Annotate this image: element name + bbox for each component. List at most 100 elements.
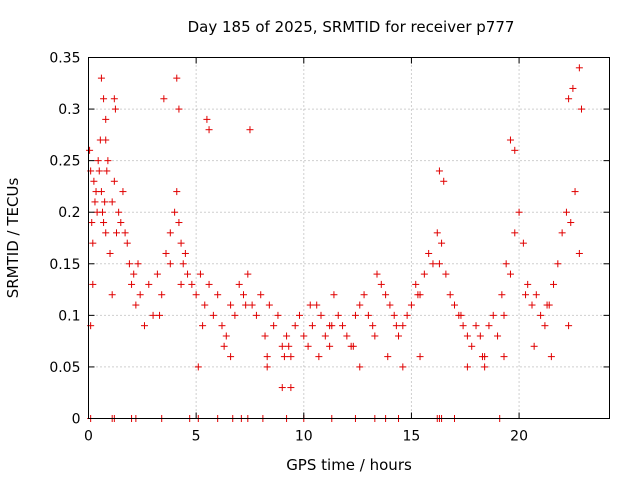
data-point [468, 342, 476, 350]
data-point [317, 311, 325, 319]
data-point [91, 198, 99, 206]
data-point [115, 208, 123, 216]
data-point [242, 301, 250, 309]
data-point [235, 280, 243, 288]
data-point [442, 270, 450, 278]
data-point [446, 291, 454, 299]
data-point [399, 322, 407, 330]
data-point [506, 270, 514, 278]
data-point [125, 260, 133, 268]
x-tick-label: 10 [295, 429, 313, 445]
data-point [110, 177, 118, 185]
data-point [457, 311, 465, 319]
data-point [162, 249, 170, 257]
data-point [179, 260, 187, 268]
data-point [494, 332, 502, 340]
data-point [158, 291, 166, 299]
y-tick-label: 0.05 [49, 360, 80, 376]
data-point [222, 332, 230, 340]
data-point [171, 208, 179, 216]
y-tick-label: 0.25 [49, 154, 80, 170]
data-point [134, 260, 142, 268]
data-point [166, 260, 174, 268]
data-point [478, 353, 486, 361]
data-point [578, 105, 586, 113]
data-point [205, 280, 213, 288]
data-point [86, 146, 94, 154]
data-point [416, 353, 424, 361]
data-point [227, 301, 235, 309]
data-point [500, 353, 508, 361]
data-point [244, 270, 252, 278]
data-point [485, 322, 493, 330]
data-point [463, 363, 471, 371]
data-point [425, 249, 433, 257]
data-point [149, 311, 157, 319]
data-point [550, 280, 558, 288]
data-point [166, 229, 174, 237]
data-point [558, 229, 566, 237]
data-point [201, 301, 209, 309]
data-point [227, 353, 235, 361]
data-point [339, 322, 347, 330]
data-point [330, 291, 338, 299]
data-point [287, 353, 295, 361]
data-point [450, 301, 458, 309]
data-point [203, 115, 211, 123]
data-point [476, 332, 484, 340]
x-tick-label: 15 [403, 429, 421, 445]
data-point [119, 188, 127, 196]
data-point [196, 270, 204, 278]
data-point [532, 291, 540, 299]
data-point [263, 353, 271, 361]
data-point [280, 353, 288, 361]
y-axis-label: SRMTID / TECUs [4, 178, 22, 299]
chart-title: Day 185 of 2025, SRMTID for receiver p77… [188, 18, 515, 36]
data-point [369, 322, 377, 330]
data-point [278, 384, 286, 392]
data-point [103, 167, 111, 175]
data-point [106, 249, 114, 257]
data-point [95, 167, 103, 175]
data-point [209, 311, 217, 319]
data-point [565, 322, 573, 330]
data-point [153, 270, 161, 278]
y-tick-label: 0.2 [58, 205, 80, 221]
axes: 0 0.05 0.1 0.15 0.2 0.25 0.3 0.35 0 5 10 15 20 [49, 51, 610, 445]
data-point [326, 342, 334, 350]
data-point [498, 291, 506, 299]
data-point [101, 198, 109, 206]
data-point [252, 311, 260, 319]
data-point [192, 291, 200, 299]
data-point [140, 322, 148, 330]
data-point [313, 301, 321, 309]
data-point [175, 105, 183, 113]
data-point [173, 74, 181, 82]
data-point [433, 229, 441, 237]
data-point [123, 239, 131, 247]
data-point [390, 311, 398, 319]
data-point [220, 342, 228, 350]
data-point [524, 280, 532, 288]
data-point [160, 95, 168, 103]
data-point [500, 311, 508, 319]
data-point [472, 322, 480, 330]
y-tick-label: 0.35 [49, 51, 80, 67]
data-point [274, 311, 282, 319]
data-point [414, 291, 422, 299]
data-point [89, 280, 97, 288]
data-point [128, 280, 136, 288]
data-point [177, 280, 185, 288]
data-point [528, 301, 536, 309]
data-point [384, 353, 392, 361]
data-point [112, 229, 120, 237]
data-point [412, 280, 420, 288]
data-point [278, 342, 286, 350]
data-point [100, 95, 108, 103]
data-point [214, 291, 222, 299]
data-point [240, 291, 248, 299]
data-point [177, 239, 185, 247]
data-point [565, 95, 573, 103]
data-point [373, 270, 381, 278]
